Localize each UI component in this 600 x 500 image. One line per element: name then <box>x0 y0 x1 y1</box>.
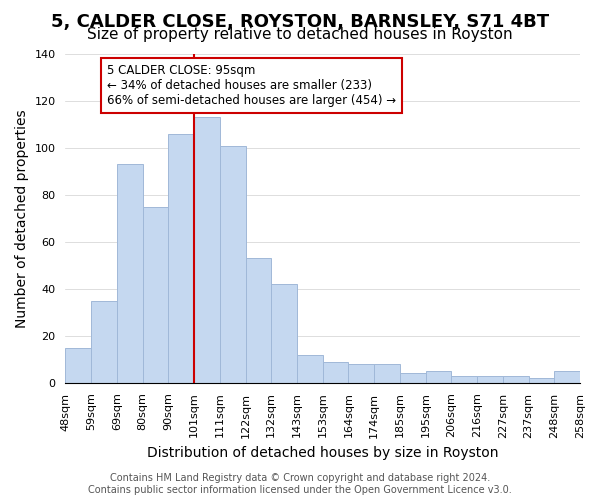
Bar <box>554 371 580 383</box>
Bar <box>297 354 323 383</box>
Bar <box>503 376 529 383</box>
X-axis label: Distribution of detached houses by size in Royston: Distribution of detached houses by size … <box>147 446 499 460</box>
Bar <box>451 376 477 383</box>
Bar <box>220 146 245 383</box>
Bar <box>169 134 194 383</box>
Bar <box>400 374 425 383</box>
Bar <box>477 376 503 383</box>
Bar <box>271 284 297 383</box>
Bar <box>349 364 374 383</box>
Text: 5 CALDER CLOSE: 95sqm
← 34% of detached houses are smaller (233)
66% of semi-det: 5 CALDER CLOSE: 95sqm ← 34% of detached … <box>107 64 395 107</box>
Bar <box>425 371 451 383</box>
Text: Size of property relative to detached houses in Royston: Size of property relative to detached ho… <box>87 28 513 42</box>
Bar <box>323 362 349 383</box>
Bar <box>245 258 271 383</box>
Bar <box>143 206 169 383</box>
Bar <box>529 378 554 383</box>
Bar <box>91 300 117 383</box>
Bar <box>65 348 91 383</box>
Text: 5, CALDER CLOSE, ROYSTON, BARNSLEY, S71 4BT: 5, CALDER CLOSE, ROYSTON, BARNSLEY, S71 … <box>51 12 549 30</box>
Bar <box>117 164 143 383</box>
Bar <box>194 118 220 383</box>
Bar <box>374 364 400 383</box>
Y-axis label: Number of detached properties: Number of detached properties <box>15 109 29 328</box>
Text: Contains HM Land Registry data © Crown copyright and database right 2024.
Contai: Contains HM Land Registry data © Crown c… <box>88 474 512 495</box>
